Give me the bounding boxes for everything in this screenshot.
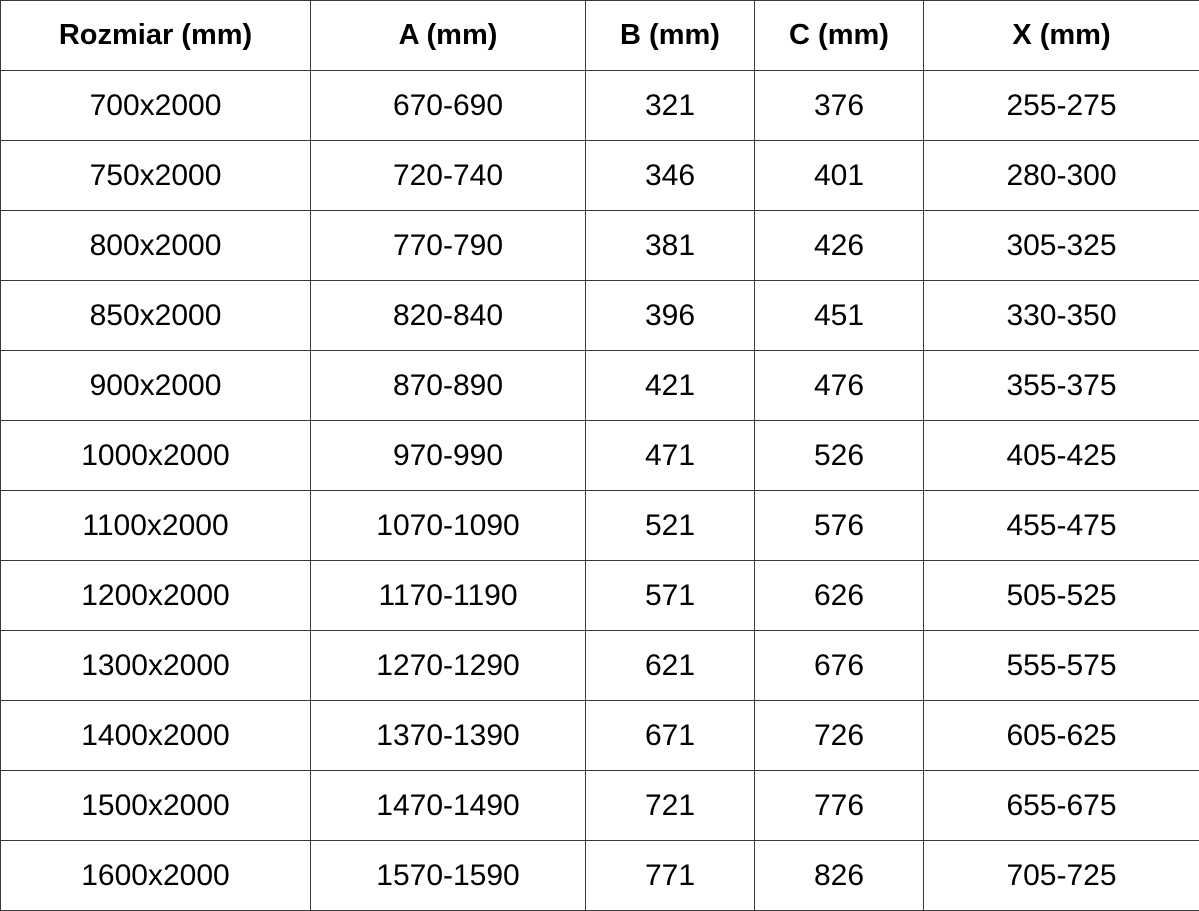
cell-c: 426 (754, 210, 924, 281)
cell-size: 1200x2000 (0, 560, 311, 631)
cell-x: 705-725 (923, 840, 1199, 911)
table-row: 900x2000 870-890 421 476 355-375 (0, 350, 1199, 421)
cell-x: 305-325 (923, 210, 1199, 281)
cell-size: 750x2000 (0, 140, 311, 211)
cell-c: 676 (754, 630, 924, 701)
cell-x: 405-425 (923, 420, 1199, 491)
column-header-x: X (mm) (923, 0, 1199, 71)
cell-a: 870-890 (310, 350, 586, 421)
cell-c: 376 (754, 70, 924, 141)
cell-a: 1170-1190 (310, 560, 586, 631)
table-row: 1600x2000 1570-1590 771 826 705-725 (0, 840, 1199, 911)
cell-a: 820-840 (310, 280, 586, 351)
cell-size: 1100x2000 (0, 490, 311, 561)
table-row: 850x2000 820-840 396 451 330-350 (0, 280, 1199, 351)
cell-size: 1600x2000 (0, 840, 311, 911)
cell-b: 321 (585, 70, 755, 141)
cell-a: 720-740 (310, 140, 586, 211)
cell-b: 471 (585, 420, 755, 491)
table-row: 1200x2000 1170-1190 571 626 505-525 (0, 560, 1199, 631)
cell-c: 626 (754, 560, 924, 631)
cell-size: 1000x2000 (0, 420, 311, 491)
cell-c: 826 (754, 840, 924, 911)
cell-c: 451 (754, 280, 924, 351)
table-row: 700x2000 670-690 321 376 255-275 (0, 70, 1199, 141)
cell-b: 521 (585, 490, 755, 561)
cell-a: 1470-1490 (310, 770, 586, 841)
cell-a: 970-990 (310, 420, 586, 491)
table-row: 1000x2000 970-990 471 526 405-425 (0, 420, 1199, 491)
cell-x: 455-475 (923, 490, 1199, 561)
cell-size: 800x2000 (0, 210, 311, 281)
cell-size: 900x2000 (0, 350, 311, 421)
cell-a: 1270-1290 (310, 630, 586, 701)
column-header-size: Rozmiar (mm) (0, 0, 311, 71)
table-row: 1100x2000 1070-1090 521 576 455-475 (0, 490, 1199, 561)
column-header-b: B (mm) (585, 0, 755, 71)
cell-x: 280-300 (923, 140, 1199, 211)
cell-x: 505-525 (923, 560, 1199, 631)
table-row: 800x2000 770-790 381 426 305-325 (0, 210, 1199, 281)
cell-x: 555-575 (923, 630, 1199, 701)
cell-a: 1370-1390 (310, 700, 586, 771)
cell-size: 1500x2000 (0, 770, 311, 841)
cell-size: 1400x2000 (0, 700, 311, 771)
cell-a: 670-690 (310, 70, 586, 141)
cell-b: 771 (585, 840, 755, 911)
cell-b: 621 (585, 630, 755, 701)
cell-c: 526 (754, 420, 924, 491)
cell-b: 381 (585, 210, 755, 281)
cell-size: 1300x2000 (0, 630, 311, 701)
cell-c: 576 (754, 490, 924, 561)
cell-size: 850x2000 (0, 280, 311, 351)
table-row: 1400x2000 1370-1390 671 726 605-625 (0, 700, 1199, 771)
cell-a: 1570-1590 (310, 840, 586, 911)
cell-c: 726 (754, 700, 924, 771)
cell-size: 700x2000 (0, 70, 311, 141)
cell-x: 330-350 (923, 280, 1199, 351)
cell-b: 571 (585, 560, 755, 631)
cell-x: 355-375 (923, 350, 1199, 421)
cell-b: 396 (585, 280, 755, 351)
table-body: 700x2000 670-690 321 376 255-275 750x2000 720-… (0, 70, 1199, 911)
cell-x: 255-275 (923, 70, 1199, 141)
cell-b: 671 (585, 700, 755, 771)
cell-a: 770-790 (310, 210, 586, 281)
cell-x: 655-675 (923, 770, 1199, 841)
cell-c: 401 (754, 140, 924, 211)
header-row: Rozmiar (mm) A (mm) B (mm) C (mm) X (mm) (0, 0, 1199, 71)
cell-c: 776 (754, 770, 924, 841)
column-header-a: A (mm) (310, 0, 586, 71)
cell-a: 1070-1090 (310, 490, 586, 561)
table-row: 1300x2000 1270-1290 621 676 555-575 (0, 630, 1199, 701)
cell-c: 476 (754, 350, 924, 421)
cell-b: 421 (585, 350, 755, 421)
cell-x: 605-625 (923, 700, 1199, 771)
column-header-c: C (mm) (754, 0, 924, 71)
cell-b: 346 (585, 140, 755, 211)
table-row: 1500x2000 1470-1490 721 776 655-675 (0, 770, 1199, 841)
table-row: 750x2000 720-740 346 401 280-300 (0, 140, 1199, 211)
cell-b: 721 (585, 770, 755, 841)
